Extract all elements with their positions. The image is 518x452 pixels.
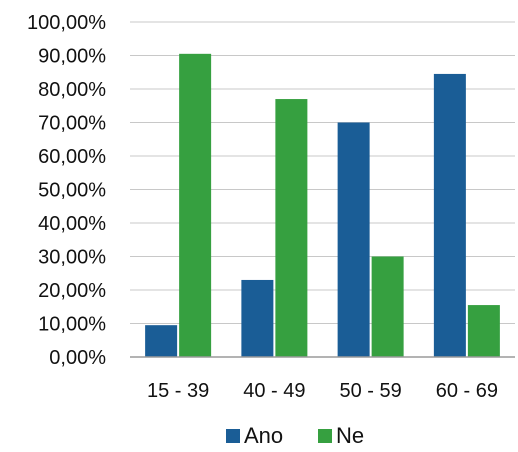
bar-ne-2 (371, 256, 404, 357)
y-tick-label: 40,00% (38, 213, 106, 235)
bar-ne-1 (275, 99, 308, 358)
legend-label-ano: Ano (244, 423, 283, 448)
bar-ano-0 (145, 325, 178, 357)
legend-swatch-ano (226, 429, 240, 443)
x-tick-label: 50 - 59 (339, 380, 401, 402)
bar-ano-1 (241, 279, 274, 357)
legend: Ano Ne (226, 423, 364, 448)
y-tick-label: 80,00% (38, 79, 106, 101)
x-axis-ticks: 15 - 39 40 - 49 50 - 59 60 - 69 (147, 380, 498, 402)
bar-ano-2 (337, 122, 370, 357)
x-tick-label: 60 - 69 (436, 380, 498, 402)
bar-ne-0 (179, 53, 212, 357)
y-tick-label: 10,00% (38, 314, 106, 336)
legend-label-ne: Ne (336, 423, 364, 448)
y-tick-label: 30,00% (38, 247, 106, 269)
y-tick-label: 90,00% (38, 46, 106, 68)
y-tick-label: 60,00% (38, 146, 106, 168)
y-tick-label: 0,00% (49, 347, 106, 369)
y-tick-label: 100,00% (27, 12, 106, 34)
bar-ano-3 (433, 73, 466, 358)
x-tick-label: 40 - 49 (243, 380, 305, 402)
bars (145, 53, 500, 358)
y-tick-label: 20,00% (38, 280, 106, 302)
y-tick-label: 70,00% (38, 113, 106, 135)
legend-swatch-ne (318, 429, 332, 443)
y-tick-label: 50,00% (38, 180, 106, 202)
y-axis-ticks: 0,00% 10,00% 20,00% 30,00% 40,00% 50,00% 60,00… (27, 12, 106, 369)
bar-ne-3 (467, 305, 500, 357)
x-tick-label: 15 - 39 (147, 380, 209, 402)
